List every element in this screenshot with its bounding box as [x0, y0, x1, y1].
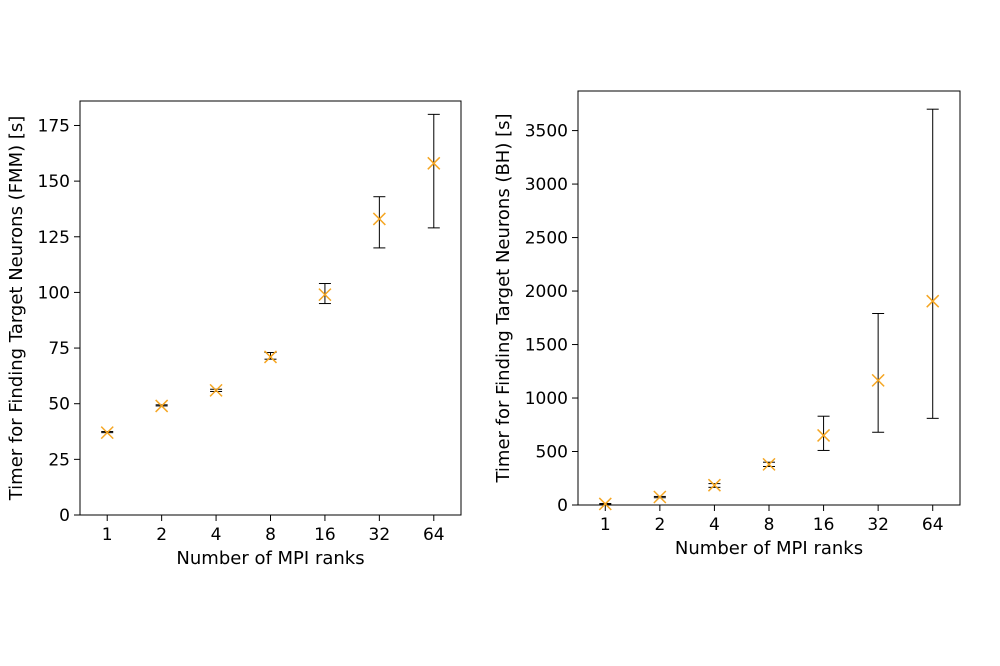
y-tick-label: 0 [59, 506, 70, 526]
x-tick-label: 4 [211, 525, 222, 545]
data-point-stroke [427, 156, 441, 170]
fmm-timer-chart: 0 25 50 75 100 125 150 175 1 2 4 8 16 32 64 Number of M… [6, 100, 462, 569]
data-point [318, 288, 332, 302]
data-point-stroke [209, 383, 223, 397]
y-tick-label: 3000 [525, 175, 568, 195]
data-point-stroke [762, 457, 776, 471]
y-tick-label: 50 [48, 395, 70, 415]
error-bar [373, 196, 386, 249]
x-tick-label: 8 [764, 515, 775, 535]
y-axis-label: Timer for Finding Target Neurons (BH) [s… [493, 113, 514, 483]
data-point-stroke [155, 399, 169, 413]
data-point [762, 457, 776, 471]
x-tick-label: 4 [709, 515, 720, 535]
data-point [926, 294, 940, 308]
plot-frame [79, 100, 462, 516]
data-point [598, 497, 612, 511]
y-tick-label: 175 [38, 116, 70, 136]
x-tick-label: 2 [156, 525, 167, 545]
data-point-stroke [100, 426, 114, 440]
x-axis-label: Number of MPI ranks [675, 538, 863, 559]
x-tick-label: 2 [654, 515, 665, 535]
data-point [427, 156, 441, 170]
data-point [263, 350, 278, 364]
y-tick-label: 2000 [525, 282, 568, 302]
y-tick-label: 150 [38, 172, 70, 192]
y-tick-label: 1000 [525, 389, 568, 409]
x-tick-label: 16 [813, 515, 835, 535]
y-tick-label: 0 [557, 496, 568, 516]
x-tick-label: 1 [102, 525, 113, 545]
data-point-stroke [707, 478, 721, 492]
bh-timer-chart: 0 500 1000 1500 2000 2500 3000 3500 1 2 4 8 16 32 64 Nu… [493, 90, 961, 559]
x-tick-label: 32 [867, 515, 889, 535]
data-point-stroke [263, 350, 278, 364]
data-point-stroke [926, 294, 940, 308]
data-point-stroke [598, 497, 612, 511]
x-tick-label: 64 [423, 525, 445, 545]
error-bar [318, 283, 331, 305]
data-point [653, 490, 667, 504]
y-tick-label: 75 [48, 339, 70, 359]
data-point [372, 212, 386, 226]
error-bar [926, 108, 939, 419]
data-point-stroke [817, 428, 831, 442]
data-point [209, 383, 223, 397]
data-point-stroke [372, 212, 386, 226]
y-tick-label: 125 [38, 228, 70, 248]
x-tick-label: 32 [369, 525, 391, 545]
y-tick-label: 500 [536, 443, 568, 463]
data-point [100, 426, 114, 440]
data-point [817, 428, 831, 442]
y-tick-label: 2500 [525, 229, 568, 249]
x-tick-label: 1 [600, 515, 611, 535]
data-point-stroke [318, 288, 332, 302]
data-point [707, 478, 721, 492]
y-axis-label: Timer for Finding Target Neurons (FMM) [… [6, 116, 27, 502]
data-point-stroke [653, 490, 667, 504]
error-bar [872, 313, 885, 433]
plot-frame [577, 90, 961, 506]
y-tick-label: 100 [38, 283, 70, 303]
error-bar [817, 415, 830, 451]
x-tick-label: 64 [922, 515, 944, 535]
data-point [871, 373, 885, 387]
data-point-stroke [871, 373, 885, 387]
data-point [155, 399, 169, 413]
y-tick-label: 25 [48, 450, 70, 470]
y-tick-label: 3500 [525, 122, 568, 142]
x-tick-label: 16 [314, 525, 336, 545]
error-bar [427, 113, 440, 229]
x-tick-label: 8 [265, 525, 276, 545]
x-axis-label: Number of MPI ranks [176, 548, 364, 569]
y-tick-label: 1500 [525, 336, 568, 356]
